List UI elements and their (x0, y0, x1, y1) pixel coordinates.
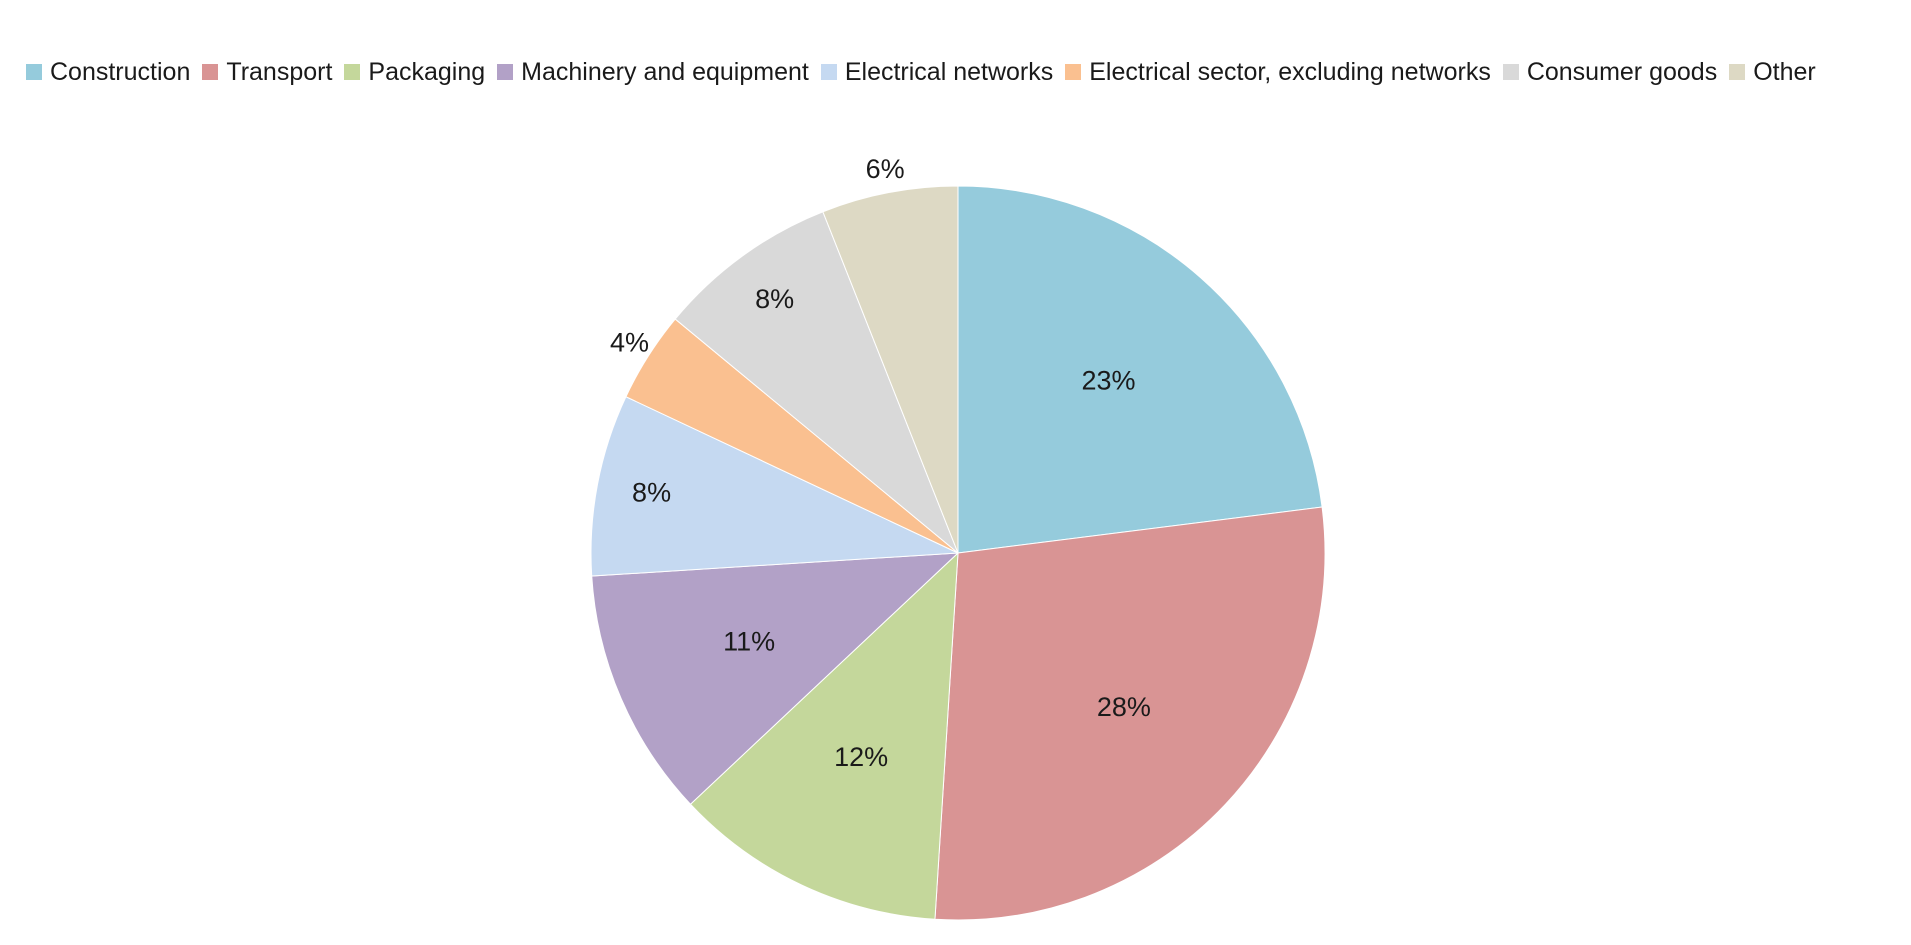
legend-label: Machinery and equipment (521, 57, 809, 86)
chart-legend: Construction Transport Packaging Machinery … (26, 54, 1896, 90)
legend-item: Packaging (344, 58, 485, 87)
slice-label: 23% (1081, 365, 1135, 395)
pie-slice (591, 552, 960, 805)
legend-item: Electrical networks (820, 57, 1054, 87)
legend-item: Other (1729, 58, 1816, 87)
legend-label: Other (1753, 57, 1816, 86)
pie-slice (689, 551, 959, 920)
legend-swatch (202, 64, 219, 80)
legend-label: Transport (226, 57, 333, 86)
pie-slice (674, 211, 959, 554)
pie-slice (934, 506, 1326, 921)
legend-swatch (1729, 64, 1746, 80)
legend-item: Machinery and equipment (497, 58, 809, 87)
legend-label: Construction (50, 57, 191, 86)
legend-swatch (1065, 64, 1082, 80)
pie-slice (822, 185, 959, 554)
pie-slice (590, 396, 959, 577)
slice-label: 12% (834, 742, 888, 772)
slice-label: 4% (610, 328, 649, 358)
legend-item: Consumer goods (1502, 57, 1718, 87)
legend-item: Transport (202, 58, 332, 87)
legend-item: Electrical sector, excluding networks (1065, 58, 1491, 87)
slice-label: 28% (1097, 692, 1151, 722)
slice-label: 11% (723, 626, 775, 656)
slice-label: 6% (866, 154, 905, 184)
legend-swatch (344, 64, 361, 80)
legend-swatch (26, 64, 42, 80)
slice-label: 8% (755, 284, 794, 314)
legend-label: Electrical sector, excluding networks (1089, 57, 1491, 86)
legend-label: Consumer goods (1526, 57, 1718, 86)
legend-label: Electrical networks (844, 57, 1054, 86)
legend-swatch (1502, 64, 1519, 80)
legend-swatch (497, 64, 514, 80)
pie-slice (957, 185, 1323, 554)
legend-label: Packaging (368, 57, 486, 86)
slice-label: 8% (632, 478, 671, 508)
legend-swatch (820, 64, 837, 80)
legend-item: Construction (26, 58, 190, 87)
